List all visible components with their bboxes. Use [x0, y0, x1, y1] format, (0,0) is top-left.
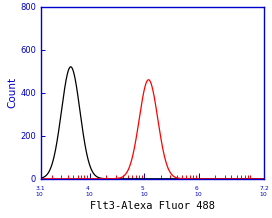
Y-axis label: Count: Count — [7, 77, 17, 108]
X-axis label: Flt3-Alexa Fluor 488: Flt3-Alexa Fluor 488 — [90, 201, 215, 211]
